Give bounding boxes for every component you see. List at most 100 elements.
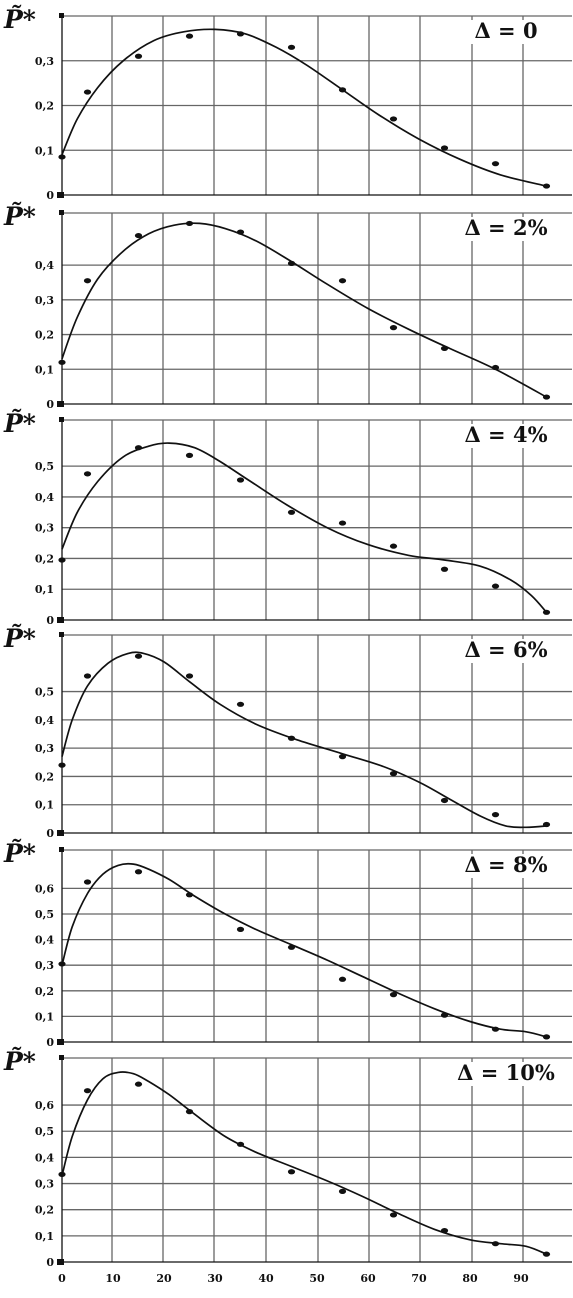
data-point-5-10 xyxy=(542,1251,551,1257)
origin-marker-3 xyxy=(57,830,64,836)
data-point-3-5 xyxy=(287,735,296,741)
panel-label-4: Δ = 8% xyxy=(464,852,547,877)
data-point-4-8 xyxy=(440,1012,449,1018)
data-point-2-10 xyxy=(542,609,551,615)
data-point-5-1 xyxy=(83,1088,92,1094)
data-point-1-9 xyxy=(491,364,500,371)
data-point-1-5 xyxy=(287,260,296,266)
data-point-4-2 xyxy=(134,869,143,875)
data-point-0-7 xyxy=(389,116,398,122)
ytick-label-1-1: 0,1 xyxy=(35,363,54,376)
ytick-label-4-4: 0,4 xyxy=(35,934,54,947)
y-axis-top-marker-5 xyxy=(59,1055,64,1060)
ylabel-5: P̃* xyxy=(3,1047,36,1076)
origin-marker-5 xyxy=(57,1259,64,1265)
xtick-label-6: 60 xyxy=(360,1272,376,1285)
data-point-3-3 xyxy=(185,673,194,679)
data-point-2-6 xyxy=(338,520,347,526)
data-point-3-4 xyxy=(236,701,245,707)
xtick-label-9: 90 xyxy=(513,1272,529,1285)
data-point-5-5 xyxy=(287,1169,296,1175)
ytick-label-0-1: 0,1 xyxy=(35,144,54,157)
ytick-label-3-2: 0,2 xyxy=(35,770,54,783)
ytick-label-5-5: 0,5 xyxy=(35,1125,54,1138)
xtick-label-4: 40 xyxy=(258,1272,274,1285)
ytick-label-2-5: 0,5 xyxy=(35,460,54,473)
data-point-5-4 xyxy=(236,1141,245,1147)
data-point-4-6 xyxy=(338,976,347,982)
xtick-label-7: 70 xyxy=(411,1272,427,1285)
data-point-4-9 xyxy=(491,1026,500,1032)
data-point-0-3 xyxy=(185,33,194,39)
data-point-5-9 xyxy=(491,1241,500,1247)
xtick-label-3: 30 xyxy=(207,1272,223,1285)
ytick-label-5-2: 0,2 xyxy=(35,1204,54,1217)
data-point-3-6 xyxy=(338,754,347,760)
data-point-0-2 xyxy=(134,53,143,59)
data-point-1-7 xyxy=(389,325,398,331)
data-point-2-7 xyxy=(389,543,398,549)
ytick-label-5-3: 0,3 xyxy=(35,1178,54,1191)
xtick-label-0: 0 xyxy=(58,1272,66,1285)
data-point-1-8 xyxy=(440,345,449,352)
panel-label-0: Δ = 0 xyxy=(474,18,537,43)
data-point-2-3 xyxy=(185,452,194,458)
data-point-4-5 xyxy=(287,944,296,950)
data-point-1-1 xyxy=(83,278,92,284)
data-point-1-10 xyxy=(542,394,551,400)
data-point-1-0 xyxy=(58,359,66,365)
y-axis-top-marker-4 xyxy=(59,847,64,852)
data-point-4-3 xyxy=(185,892,194,898)
ytick-label-4-6: 0,6 xyxy=(35,882,54,895)
y-axis-top-marker-2 xyxy=(59,417,64,422)
xtick-label-8: 80 xyxy=(462,1272,478,1285)
ytick-label-5-1: 0,1 xyxy=(35,1230,54,1243)
data-point-5-8 xyxy=(440,1228,449,1234)
data-point-4-4 xyxy=(236,926,245,932)
data-point-0-6 xyxy=(338,87,347,93)
ytick-label-2-2: 0,2 xyxy=(35,552,54,565)
ytick-label-1-2: 0,2 xyxy=(35,329,54,342)
data-point-1-3 xyxy=(185,220,194,227)
ytick-label-3-5: 0,5 xyxy=(35,686,54,699)
y-axis-top-marker-0 xyxy=(59,13,64,18)
ytick-label-5-6: 0,6 xyxy=(35,1099,54,1112)
data-point-2-5 xyxy=(287,509,296,515)
ytick-label-2-4: 0,4 xyxy=(35,491,54,504)
fit-curve-0 xyxy=(61,28,547,187)
data-point-4-10 xyxy=(542,1034,551,1040)
ylabel-1: P̃* xyxy=(3,202,36,231)
data-point-0-8 xyxy=(440,145,449,151)
data-point-3-0 xyxy=(58,762,66,768)
ytick-label-5-0: 0 xyxy=(46,1256,54,1269)
panel-label-3: Δ = 6% xyxy=(464,637,547,662)
ytick-label-1-4: 0,4 xyxy=(35,259,54,272)
origin-marker-1 xyxy=(57,401,64,407)
ytick-label-1-3: 0,3 xyxy=(35,294,54,307)
data-point-5-2 xyxy=(134,1081,143,1087)
origin-marker-4 xyxy=(57,1039,64,1045)
fit-curve-5 xyxy=(61,1071,547,1255)
fit-curve-3 xyxy=(61,651,547,829)
data-point-2-0 xyxy=(58,557,66,563)
xtick-label-1: 10 xyxy=(105,1272,121,1285)
panel-label-1: Δ = 2% xyxy=(464,215,547,240)
data-point-0-1 xyxy=(83,89,92,95)
panel-label-5: Δ = 10% xyxy=(457,1060,555,1085)
data-point-2-2 xyxy=(134,445,143,451)
y-axis-top-marker-1 xyxy=(59,210,64,215)
fit-curve-1 xyxy=(61,222,547,398)
data-point-3-2 xyxy=(134,653,143,659)
ylabel-0: P̃* xyxy=(3,5,36,34)
ytick-label-2-1: 0,1 xyxy=(35,583,54,596)
data-point-4-7 xyxy=(389,992,398,998)
data-point-1-2 xyxy=(134,232,143,239)
ytick-label-5-4: 0,4 xyxy=(35,1151,54,1164)
data-point-3-9 xyxy=(491,812,500,818)
ytick-label-4-2: 0,2 xyxy=(35,985,54,998)
panel-label-2: Δ = 4% xyxy=(464,422,547,447)
fit-curve-4 xyxy=(61,862,547,1038)
ytick-label-3-3: 0,3 xyxy=(35,742,54,755)
